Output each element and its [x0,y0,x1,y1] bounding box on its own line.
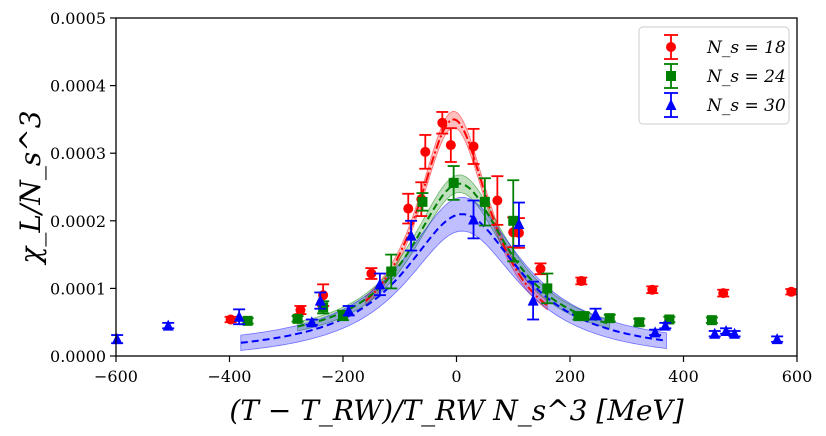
data-point [649,326,661,338]
series-group [111,199,784,345]
data-point [374,278,386,290]
x-tick-label: −200 [321,367,365,386]
y-tick-label: 0.0002 [50,212,106,231]
x-tick-label: 0 [451,367,461,386]
data-point [437,117,448,128]
x-tick-label: −400 [208,367,252,386]
fit-curve [240,213,667,344]
data-point [306,316,318,328]
legend-entry: N_s = 18 [664,34,786,60]
data-point [508,215,519,226]
legend-entry: N_s = 30 [664,92,786,118]
data-point [579,311,590,322]
y-tick-label: 0.0000 [50,347,106,366]
series-group [241,165,718,328]
data-points [111,111,798,345]
data-point [468,141,479,152]
data-point [403,203,414,214]
data-point [513,218,525,230]
data-point [448,177,459,188]
data-point [706,315,717,326]
data-point [664,314,675,325]
y-axis-ticks: 0.0000 0.0001 0.0002 0.0003 0.0004 0.0005 [50,9,116,366]
y-tick-label: 0.0003 [50,144,106,163]
data-point [445,140,456,151]
data-point [492,195,503,206]
data-point [405,229,417,241]
x-axis-ticks: −600 −400 −200 0 200 400 600 [94,356,812,386]
data-point [420,146,431,157]
legend-box [638,26,790,125]
data-point [527,294,539,306]
data-point [417,196,428,207]
data-point [535,263,546,274]
data-point [720,324,732,336]
data-point [604,313,615,324]
data-point [479,196,490,207]
x-tick-label: 600 [782,367,813,386]
data-point [576,275,587,286]
data-point [647,284,658,295]
legend-entry: N_s = 24 [664,63,786,89]
legend-label: N_s = 18 [706,38,786,58]
data-point [318,302,329,313]
data-point [343,304,355,316]
x-axis-title: (T − T_RW)/T_RW N_s^3 [MeV] [229,394,683,427]
data-point [590,308,602,320]
data-point [786,286,797,297]
data-point [111,333,123,345]
y-tick-label: 0.0001 [50,279,106,298]
fit-curve [365,118,548,307]
data-point [233,310,245,322]
legend-marker [665,99,677,110]
legend-marker [666,42,676,52]
data-point [729,327,741,339]
y-tick-label: 0.0005 [50,9,106,28]
series-group [224,111,798,325]
y-axis-title: χ_L/N_s^3 [14,110,47,265]
data-point [242,315,253,326]
data-point [162,319,174,331]
data-point [573,311,584,322]
x-tick-label: 200 [555,367,586,386]
legend-label: N_s = 30 [706,96,786,116]
data-point [709,327,721,339]
data-point [771,333,783,345]
data-point [314,294,326,306]
data-point [659,319,671,331]
data-point [386,266,397,277]
legend-label: N_s = 24 [706,67,786,87]
data-point [468,213,480,225]
x-tick-label: −600 [94,367,138,386]
data-point [292,313,303,324]
x-tick-label: 400 [668,367,699,386]
y-tick-label: 0.0004 [50,77,106,96]
data-point [295,305,306,316]
data-point [634,317,645,328]
data-point [225,314,236,325]
legend-marker [666,71,676,81]
data-point [542,283,553,294]
data-point [366,268,377,279]
data-point [718,288,729,299]
legend: N_s = 18 N_s = 24 N_s = 30 [638,26,790,125]
